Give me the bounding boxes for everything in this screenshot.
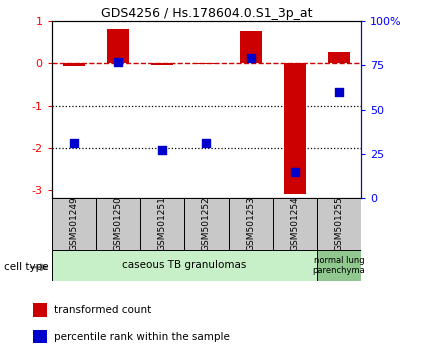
Bar bbox=[63, 63, 85, 66]
Point bbox=[203, 141, 210, 146]
Bar bbox=[317, 198, 361, 250]
Text: transformed count: transformed count bbox=[55, 305, 152, 315]
Text: GSM501249: GSM501249 bbox=[69, 196, 78, 251]
Bar bbox=[151, 63, 173, 65]
Text: percentile rank within the sample: percentile rank within the sample bbox=[55, 332, 230, 342]
Text: GSM501252: GSM501252 bbox=[202, 196, 211, 251]
Point bbox=[70, 141, 77, 146]
Bar bbox=[273, 198, 317, 250]
Point bbox=[114, 59, 121, 65]
Point bbox=[159, 148, 166, 153]
Text: GSM501254: GSM501254 bbox=[290, 196, 299, 251]
Bar bbox=[33, 303, 46, 317]
Bar bbox=[52, 250, 317, 281]
Bar bbox=[240, 32, 262, 63]
Bar bbox=[195, 63, 218, 64]
Bar bbox=[33, 330, 46, 343]
Bar bbox=[107, 29, 129, 63]
Title: GDS4256 / Hs.178604.0.S1_3p_at: GDS4256 / Hs.178604.0.S1_3p_at bbox=[101, 7, 312, 20]
Text: GSM501251: GSM501251 bbox=[158, 196, 167, 251]
Text: normal lung
parenchyma: normal lung parenchyma bbox=[313, 256, 366, 275]
Point bbox=[247, 56, 254, 61]
Bar bbox=[52, 198, 96, 250]
Point bbox=[336, 89, 343, 95]
Bar bbox=[96, 198, 140, 250]
Text: GSM501253: GSM501253 bbox=[246, 196, 255, 251]
Text: cell type: cell type bbox=[4, 262, 49, 272]
Bar bbox=[328, 52, 350, 63]
Bar bbox=[317, 250, 361, 281]
Point bbox=[292, 169, 298, 175]
Text: GSM501250: GSM501250 bbox=[114, 196, 123, 251]
Bar bbox=[284, 63, 306, 194]
Bar bbox=[228, 198, 273, 250]
Bar bbox=[184, 198, 228, 250]
Bar bbox=[140, 198, 184, 250]
Text: GSM501255: GSM501255 bbox=[335, 196, 344, 251]
Text: caseous TB granulomas: caseous TB granulomas bbox=[122, 261, 246, 270]
